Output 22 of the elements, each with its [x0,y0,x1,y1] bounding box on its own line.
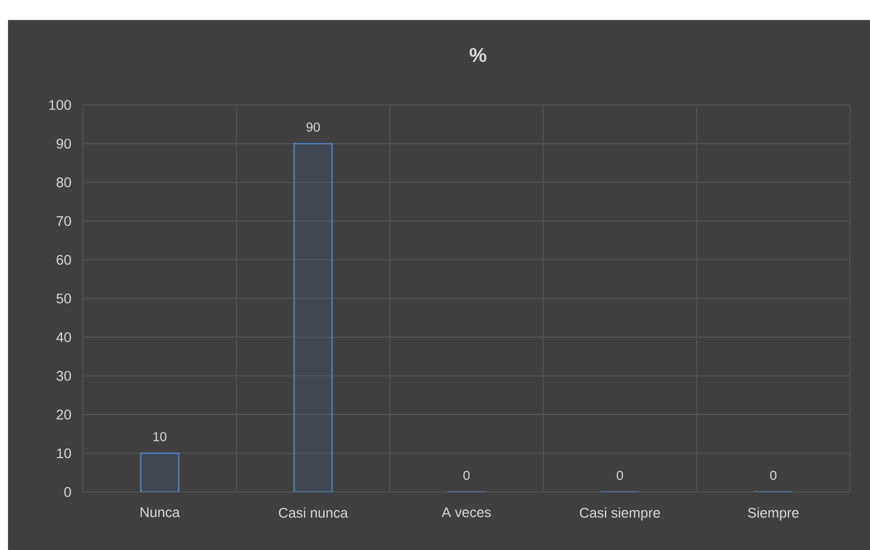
x-tick-label: Nunca [140,507,180,518]
x-tick-label: Siempre [748,507,799,520]
y-tick-label: 100 [49,100,71,110]
x-tick-label: Casi siempre [580,507,660,520]
y-tick-label: 0 [64,487,71,497]
y-tick-label: 50 [56,294,71,304]
data-label: 10 [153,432,166,442]
data-label: 0 [616,470,624,480]
data-label: 90 [306,122,320,132]
y-tick-label: 40 [56,332,71,342]
y-tick-label: 60 [56,254,71,265]
x-tick-label: A veces [442,507,491,518]
data-label: 0 [463,470,470,480]
y-tick-label: 70 [56,216,71,226]
y-tick-label: 10 [57,448,71,458]
data-label: 0 [770,470,776,480]
y-tick-label: 20 [56,410,71,420]
y-tick-label: 80 [56,177,71,188]
chart-title: % [470,48,486,62]
x-tick-label: Casi nunca [278,507,348,518]
y-tick-label: 90 [56,138,71,149]
y-tick-label: 30 [56,370,71,381]
